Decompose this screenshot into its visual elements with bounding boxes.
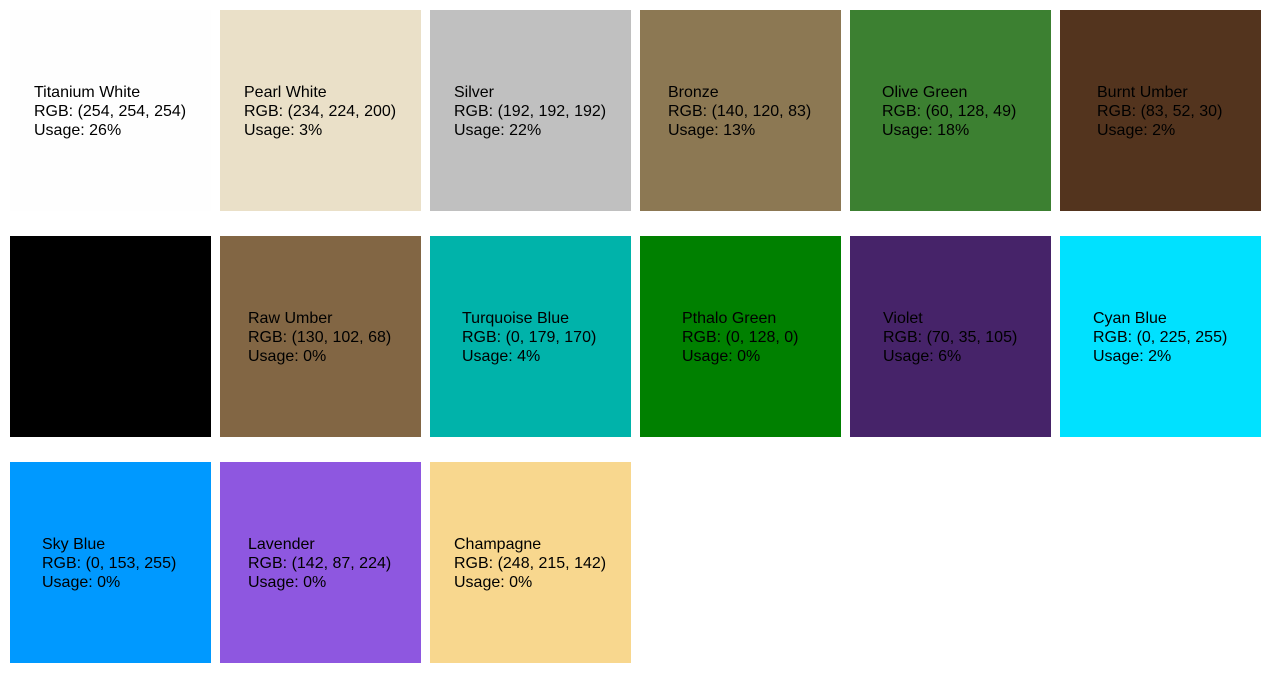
swatch-pthalo-green: Pthalo Green RGB: (0, 128, 0) Usage: 0% (640, 236, 841, 437)
swatch-silver: Silver RGB: (192, 192, 192) Usage: 22% (430, 10, 631, 211)
swatch-info: Silver RGB: (192, 192, 192) Usage: 22% (454, 83, 606, 140)
swatch-info: Olive Green RGB: (60, 128, 49) Usage: 18… (882, 83, 1016, 140)
swatch-rgb: RGB: (0, 128, 0) (682, 329, 799, 346)
swatch-rgb: RGB: (0, 153, 255) (42, 555, 177, 572)
swatch-rgb: RGB: (142, 87, 224) (248, 555, 392, 572)
swatch-olive-green: Olive Green RGB: (60, 128, 49) Usage: 18… (850, 10, 1051, 211)
swatch-name: Raw Umber (248, 310, 333, 327)
swatch-rgb: RGB: (234, 224, 200) (244, 103, 397, 120)
swatch-pearl-white: Pearl White RGB: (234, 224, 200) Usage: … (220, 10, 421, 211)
swatch-info: Champagne RGB: (248, 215, 142) Usage: 0% (454, 535, 606, 592)
swatch-usage: Usage: 13% (668, 122, 756, 139)
swatch-name: Bronze (668, 84, 719, 101)
swatch-lavender: Lavender RGB: (142, 87, 224) Usage: 0% (220, 462, 421, 663)
swatch-name: Titanium White (34, 84, 141, 101)
swatch-usage: Usage: 2% (1093, 348, 1172, 365)
swatch-rgb: RGB: (60, 128, 49) (882, 103, 1017, 120)
swatch-usage: Usage: 4% (462, 348, 541, 365)
swatch-violet: Violet RGB: (70, 35, 105) Usage: 6% (850, 236, 1051, 437)
swatch-usage: Usage: 6% (883, 348, 962, 365)
swatch-name: Pthalo Green (682, 310, 777, 327)
swatch-rgb: RGB: (0, 179, 170) (462, 329, 597, 346)
swatch-name: Pearl White (244, 84, 327, 101)
swatch-name: Champagne (454, 536, 542, 553)
swatch-info: Sky Blue RGB: (0, 153, 255) Usage: 0% (42, 535, 176, 592)
swatch-rgb: RGB: (0, 225, 255) (1093, 329, 1228, 346)
swatch-rgb: RGB: (130, 102, 68) (248, 329, 392, 346)
swatch-usage: Usage: 18% (882, 122, 970, 139)
swatch-titanium-white: Titanium White RGB: (254, 254, 254) Usag… (10, 10, 211, 211)
swatch-rgb: RGB: (192, 192, 192) (454, 103, 607, 120)
swatch-info: Lavender RGB: (142, 87, 224) Usage: 0% (248, 535, 391, 592)
swatch-rgb: RGB: (83, 52, 30) (1097, 103, 1223, 120)
swatch-name: Lavender (248, 536, 315, 553)
swatch-usage: Usage: 0% (454, 574, 533, 591)
swatch-usage: Usage: 26% (34, 122, 122, 139)
swatch-usage: Usage: 2% (1097, 122, 1176, 139)
swatch-usage: Usage: 0% (248, 574, 327, 591)
swatch-name: Cyan Blue (1093, 310, 1167, 327)
swatch-usage: Usage: 3% (244, 122, 323, 139)
swatch-info: Burnt Umber RGB: (83, 52, 30) Usage: 2% (1097, 83, 1222, 140)
swatch-burnt-umber: Burnt Umber RGB: (83, 52, 30) Usage: 2% (1060, 10, 1261, 211)
swatch-name: Turquoise Blue (462, 310, 570, 327)
swatch-usage: Usage: 0% (682, 348, 761, 365)
swatch-info: Bronze RGB: (140, 120, 83) Usage: 13% (668, 83, 811, 140)
swatch-info: Raw Umber RGB: (130, 102, 68) Usage: 0% (248, 309, 391, 366)
swatch-info: Cyan Blue RGB: (0, 225, 255) Usage: 2% (1093, 309, 1227, 366)
swatch-rgb: RGB: (248, 215, 142) (454, 555, 607, 572)
swatch-info: Titanium White RGB: (254, 254, 254) Usag… (34, 83, 186, 140)
swatch-champagne: Champagne RGB: (248, 215, 142) Usage: 0% (430, 462, 631, 663)
swatch-raw-umber: Raw Umber RGB: (130, 102, 68) Usage: 0% (220, 236, 421, 437)
swatch-info: Violet RGB: (70, 35, 105) Usage: 6% (883, 309, 1017, 366)
swatch-rgb: RGB: (140, 120, 83) (668, 103, 812, 120)
swatch-name: Silver (454, 84, 495, 101)
color-palette-grid: Titanium White RGB: (254, 254, 254) Usag… (10, 10, 1270, 680)
swatch-cyan-blue: Cyan Blue RGB: (0, 225, 255) Usage: 2% (1060, 236, 1261, 437)
swatch-usage: Usage: 22% (454, 122, 542, 139)
swatch-info: Pthalo Green RGB: (0, 128, 0) Usage: 0% (682, 309, 799, 366)
swatch-usage: Usage: 0% (42, 574, 121, 591)
swatch-name: Violet (883, 310, 923, 327)
swatch-rgb: RGB: (70, 35, 105) (883, 329, 1018, 346)
swatch-name: Sky Blue (42, 536, 106, 553)
swatch-black (10, 236, 211, 437)
swatch-info: Turquoise Blue RGB: (0, 179, 170) Usage:… (462, 309, 596, 366)
swatch-name: Burnt Umber (1097, 84, 1188, 101)
swatch-usage: Usage: 0% (248, 348, 327, 365)
swatch-turquoise-blue: Turquoise Blue RGB: (0, 179, 170) Usage:… (430, 236, 631, 437)
swatch-rgb: RGB: (254, 254, 254) (34, 103, 187, 120)
swatch-bronze: Bronze RGB: (140, 120, 83) Usage: 13% (640, 10, 841, 211)
swatch-info: Pearl White RGB: (234, 224, 200) Usage: … (244, 83, 396, 140)
swatch-sky-blue: Sky Blue RGB: (0, 153, 255) Usage: 0% (10, 462, 211, 663)
swatch-name: Olive Green (882, 84, 968, 101)
